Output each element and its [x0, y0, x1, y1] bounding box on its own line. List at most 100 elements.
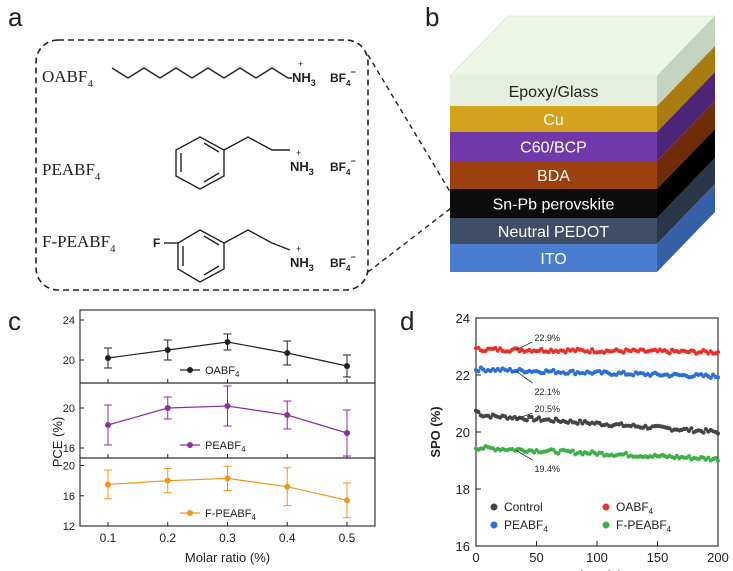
d-point-3 — [570, 448, 575, 453]
d-point-3 — [599, 450, 604, 455]
benzene-ring-f-peabf4 — [177, 229, 225, 283]
d-point-3 — [713, 455, 718, 461]
d-xtick-label-4: 200 — [707, 550, 729, 565]
molecule-name-oabf4: OABF4 — [42, 67, 93, 90]
d-point-3 — [623, 450, 629, 456]
d-point-3 — [686, 454, 692, 459]
c-ytick-label-0-0: 20 — [63, 355, 75, 367]
layer-label-1: Cu — [543, 112, 563, 129]
c-ytick-label-2-2: 20 — [63, 461, 75, 473]
d-point-0 — [619, 421, 624, 426]
d-point-1 — [590, 347, 595, 352]
panel-label-b: b — [425, 2, 440, 32]
c-point-0-1 — [164, 347, 171, 353]
d-point-1 — [621, 350, 626, 355]
d-annotation-pointer-3 — [515, 449, 533, 461]
molecule-name-peabf4: PEABF4 — [42, 160, 101, 183]
c-point-0-2 — [224, 339, 231, 345]
d-point-0 — [577, 418, 583, 423]
c-point-2-3 — [284, 483, 291, 490]
c-ylabel: PCE (%) — [50, 417, 65, 468]
d-legend-marker-1 — [602, 503, 610, 511]
layer-side-6 — [657, 184, 715, 272]
d-ytick-label-2: 20 — [456, 425, 470, 440]
d-legend-marker-3 — [602, 521, 610, 529]
layer-label-5: Neutral PEDOT — [498, 224, 609, 241]
c-ytick-label-1-0: 16 — [63, 443, 75, 455]
d-ytick-label-1: 18 — [456, 482, 470, 497]
d-point-0 — [524, 418, 529, 423]
octyl-chain — [111, 67, 292, 79]
layer-front-5 — [450, 218, 657, 244]
ammonium-group-f-peabf4: NH3 — [290, 255, 314, 273]
d-xtick-label-3: 150 — [647, 550, 669, 565]
d-legend-label-0: Control — [504, 500, 543, 514]
layer-front-1 — [450, 106, 657, 132]
d-annotation-3: 19.4% — [534, 464, 560, 474]
dashed-connector-top — [367, 54, 456, 201]
c-ytick-label-1-1: 20 — [63, 403, 75, 415]
d-point-1 — [715, 349, 721, 355]
layer-side-4 — [657, 129, 715, 218]
layer-front-6 — [450, 244, 657, 272]
layer-side-1 — [657, 46, 715, 132]
c-point-1-2 — [224, 403, 231, 409]
ethyl-linker-f-peabf4 — [223, 229, 291, 251]
c-point-1-1 — [164, 405, 171, 411]
dashed-connector-bottom — [367, 204, 456, 273]
c-ytick-label-0-1: 24 — [63, 315, 75, 327]
c-point-1-3 — [284, 412, 291, 418]
d-point-1 — [667, 351, 672, 356]
layer-front-3 — [450, 161, 657, 189]
d-point-0 — [575, 421, 580, 426]
layer-label-3: BDA — [537, 168, 570, 185]
d-point-0 — [488, 415, 493, 420]
panel-d-chart: 16 18 20 22 24 0 50 100 150 200 Time (s) SPO (%) 20.… — [428, 311, 729, 571]
d-point-3 — [715, 458, 721, 463]
panel-c-chart: PCE (%)2024OABF41620PEABF4121620F-PEABF4… — [50, 309, 376, 565]
c-point-0-0 — [105, 355, 111, 361]
d-point-2 — [621, 369, 626, 374]
d-legend-marker-2 — [490, 521, 498, 529]
d-annotation-pointer-1 — [515, 341, 533, 351]
d-point-2 — [476, 369, 481, 374]
cation-charge-f-peabf4: + — [296, 244, 301, 254]
c-legend-label-1: PEABF4 — [205, 440, 246, 454]
d-series-3 — [473, 444, 721, 463]
d-point-1 — [498, 346, 503, 351]
d-annotation-pointer-0 — [515, 412, 533, 420]
d-point-2 — [541, 370, 546, 376]
panel-a-structures: OABF4 NH3 + BF4− PEABF4 NH3 + BF4− F-PEA… — [35, 39, 456, 291]
layer-label-6: ITO — [540, 251, 566, 268]
d-point-1 — [563, 350, 568, 355]
d-point-2 — [708, 375, 713, 380]
d-series-2 — [473, 365, 721, 380]
c-point-1-0 — [105, 422, 111, 428]
c-point-2-4 — [344, 497, 350, 504]
ammonium-group-oabf4: NH3 — [292, 70, 316, 88]
c-xtick-label-3: 0.4 — [279, 531, 296, 545]
d-point-2 — [551, 367, 556, 373]
panel-label-c: c — [8, 306, 21, 336]
d-annotation-1: 22.9% — [534, 333, 560, 343]
d-legend-label-1: OABF4 — [616, 500, 654, 516]
anion-f-peabf4: BF4− — [330, 252, 356, 273]
panel-label-a: a — [8, 2, 23, 32]
layer-label-2: C60/BCP — [520, 140, 587, 157]
d-annotation-2: 22.1% — [534, 387, 560, 397]
layer-side-2 — [657, 72, 715, 161]
d-xlabel: Time (s) — [572, 568, 622, 571]
d-legend-marker-0 — [490, 503, 498, 511]
c-point-2-0 — [105, 481, 111, 488]
panel-b-device-stack: Epoxy/Glass Cu C60/BCP BDA Sn-Pb perovskite N… — [449, 15, 716, 272]
d-point-0 — [529, 414, 534, 420]
d-point-0 — [551, 419, 556, 424]
layer-label-4: Sn-Pb perovskite — [493, 197, 615, 214]
d-ylabel: SPO (%) — [428, 406, 443, 457]
layer-side-5 — [657, 158, 715, 244]
ammonium-group-peabf4: NH3 — [290, 159, 314, 177]
c-legend-label-2: F-PEABF4 — [205, 508, 256, 522]
d-legend-label-2: PEABF4 — [504, 518, 548, 534]
c-legend-marker-0 — [187, 367, 193, 373]
c-legend-marker-2 — [187, 510, 193, 516]
